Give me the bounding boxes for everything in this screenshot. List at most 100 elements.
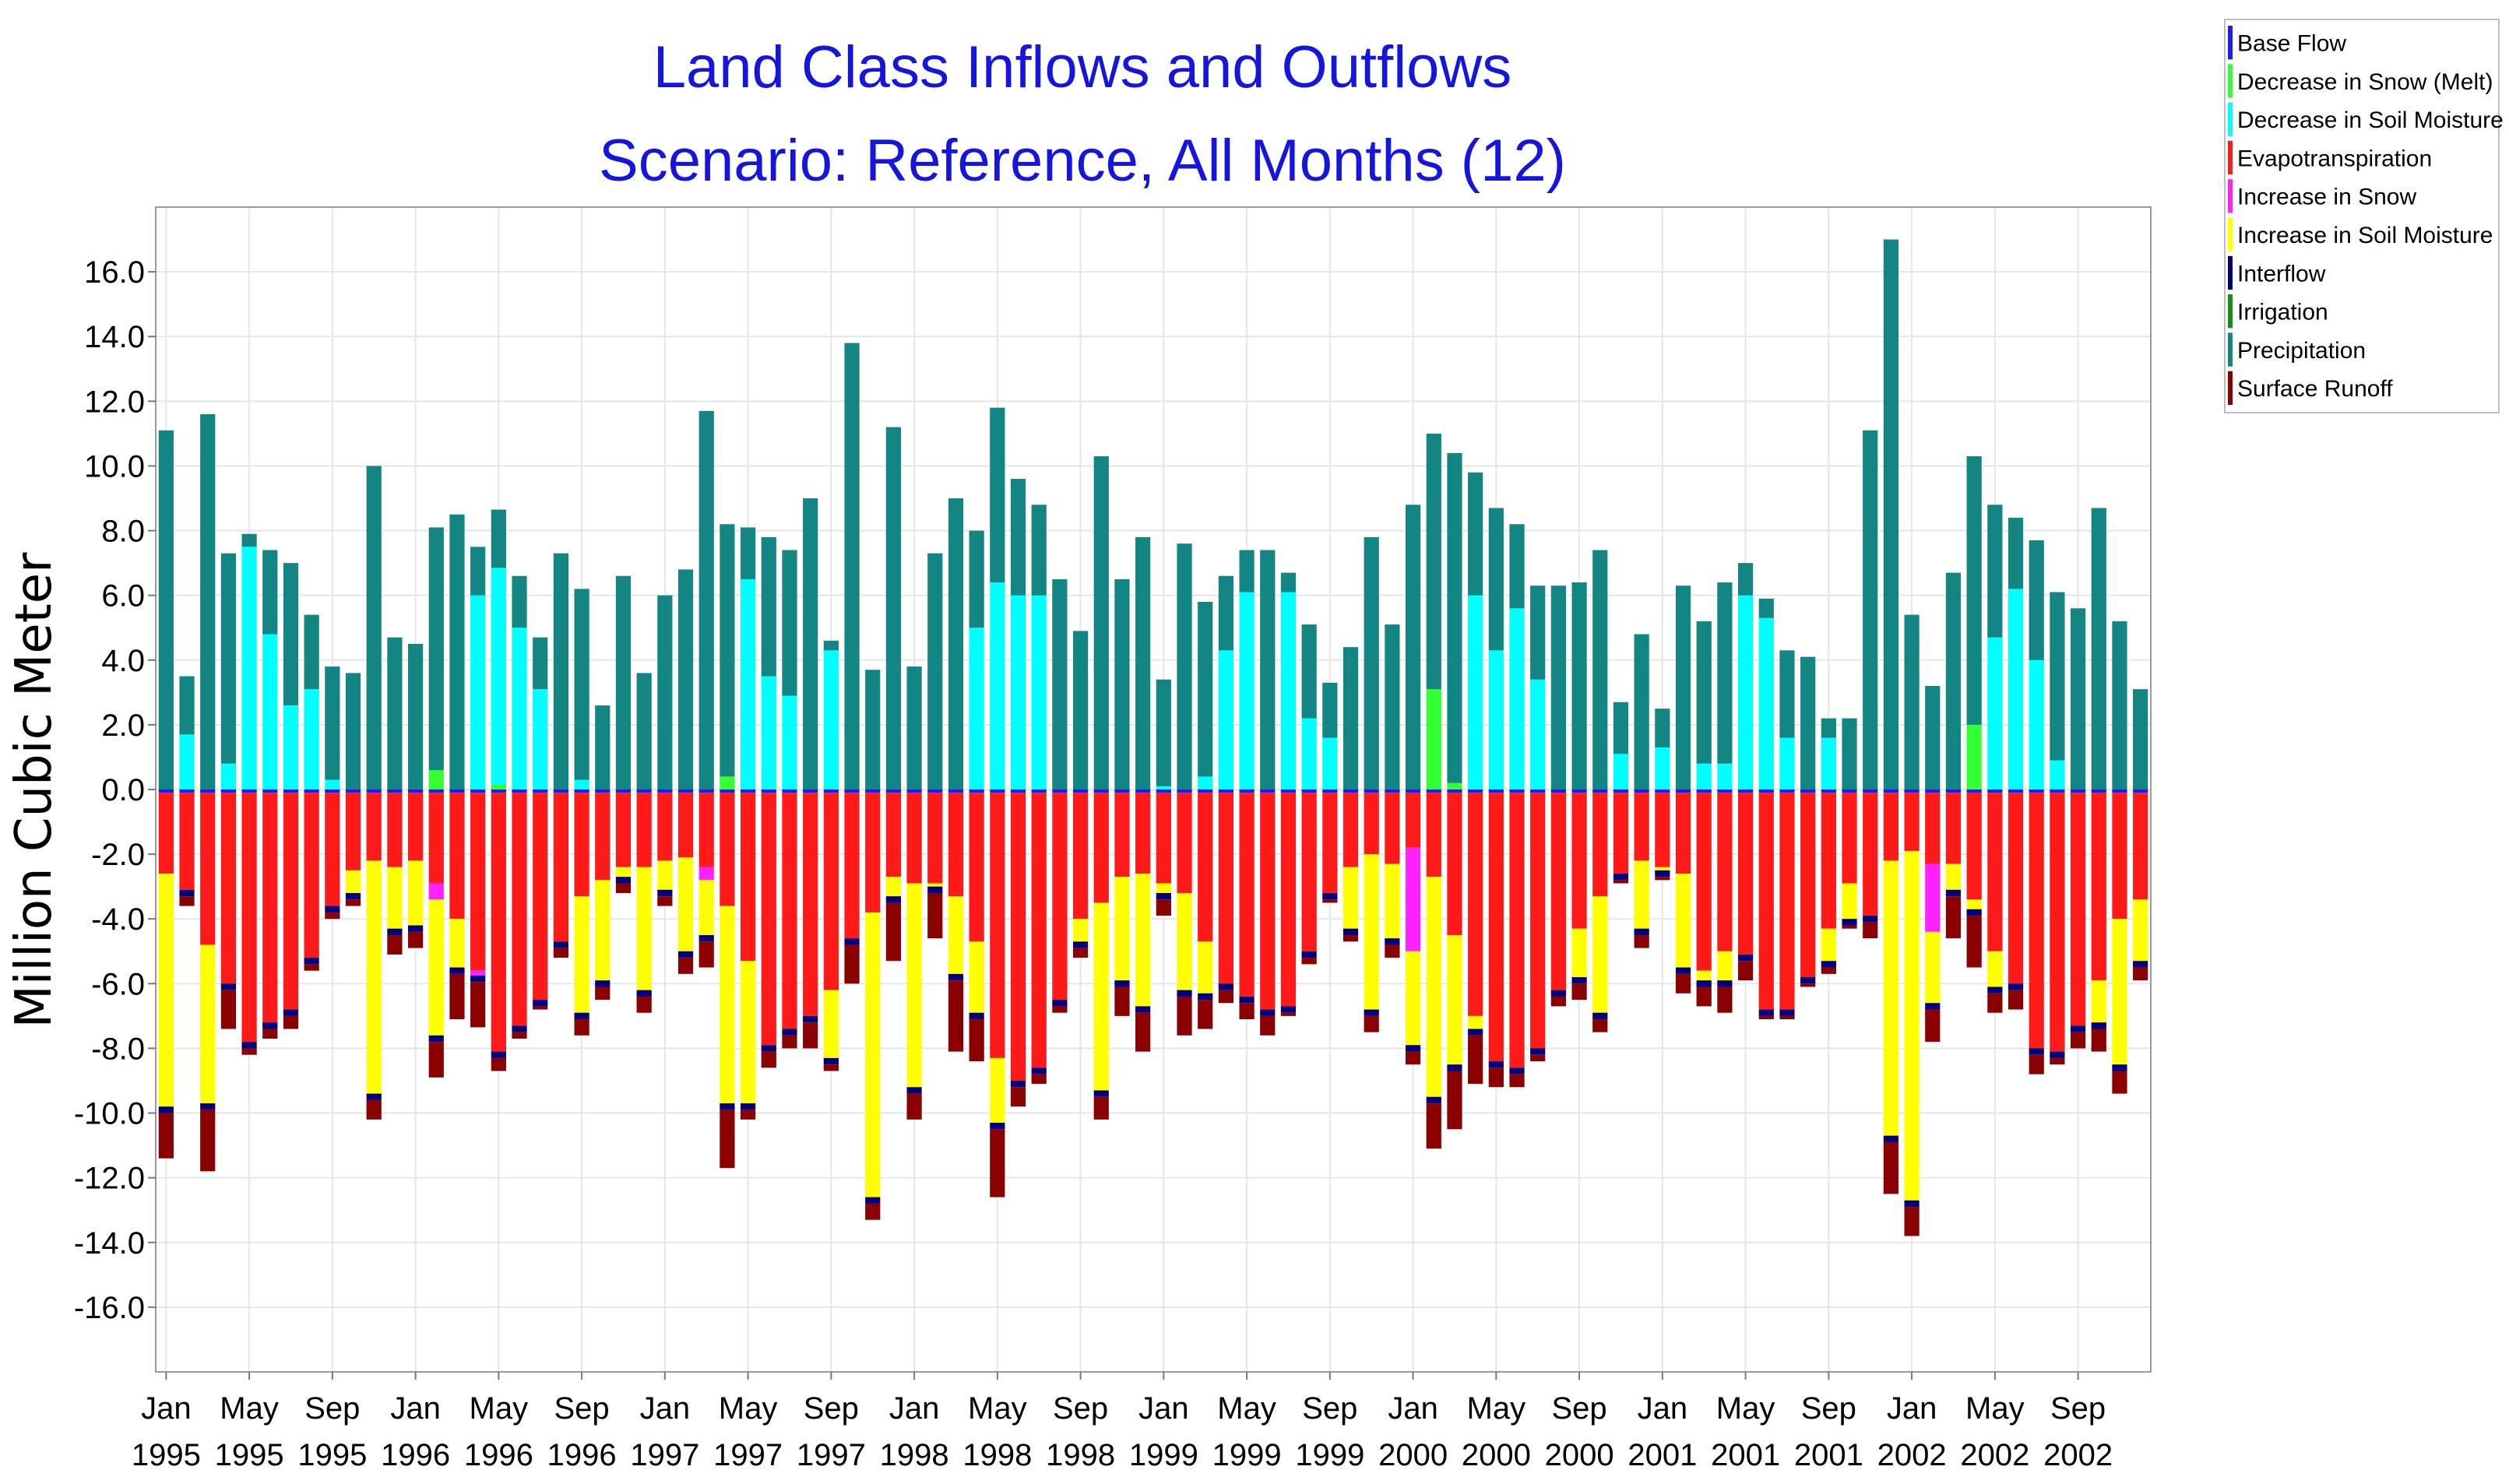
bar-segment: [1800, 983, 1816, 987]
bar-segment: [1530, 789, 1546, 793]
bar-segment: [2133, 689, 2148, 789]
bar-segment: [304, 964, 319, 971]
bar-segment: [740, 578, 756, 789]
bar-segment: [1571, 977, 1587, 984]
bar-segment: [636, 789, 652, 793]
bar-segment: [325, 906, 340, 913]
bar-segment: [345, 870, 361, 893]
bar-segment: [2029, 540, 2044, 660]
bar-segment: [1488, 650, 1504, 789]
bar-segment: [740, 1103, 756, 1110]
bar-segment: [1488, 1067, 1504, 1088]
bar-segment: [1468, 793, 1483, 1016]
bar-segment: [241, 547, 257, 789]
bar-segment: [906, 1093, 922, 1120]
legend-label: Decrease in Snow (Melt): [2237, 69, 2493, 95]
legend-label: Precipitation: [2237, 338, 2366, 364]
bar-segment: [990, 1129, 1005, 1197]
bar-segment: [1655, 789, 1670, 793]
bar-segment: [1758, 598, 1774, 618]
bar-segment: [1198, 993, 1213, 1000]
bar-segment: [1758, 617, 1774, 789]
bar-segment: [1925, 1003, 1941, 1010]
x-tick-year: 2002: [1960, 1438, 2029, 1472]
bar-segment: [512, 1032, 527, 1039]
x-tick-month: May: [470, 1391, 529, 1426]
bar-segment: [885, 902, 902, 962]
chart-subtitle: Scenario: Reference, All Months (12): [599, 128, 1566, 194]
bar-segment: [428, 899, 444, 1036]
bar-segment: [470, 970, 486, 976]
bar-segment: [823, 650, 839, 789]
y-axis: 16.0 14.0 12.0 10.0 8.0 6.0 4.0 2.0 0.0 -2.0 -4.0 -…: [74, 255, 156, 1325]
bar-segment: [220, 990, 237, 1029]
bar-segment: [1322, 899, 1338, 903]
bar-segment: [1737, 563, 1754, 596]
bar-segment: [1696, 980, 1712, 987]
bar-segment: [761, 793, 776, 1046]
bar-segment: [304, 689, 319, 789]
bar-segment: [1385, 789, 1400, 793]
bar-segment: [1198, 776, 1213, 789]
bar-segment: [1385, 944, 1400, 958]
bar-segment: [262, 789, 278, 793]
bar-segment: [803, 1022, 818, 1049]
bar-segment: [2050, 789, 2065, 793]
bar-segment: [803, 793, 818, 1016]
bar-segment: [782, 550, 797, 696]
bar-segment: [1405, 789, 1421, 793]
bar-segment: [1904, 850, 1920, 1201]
bar-segment: [1758, 789, 1774, 793]
bar-segment: [200, 789, 216, 793]
bar-segment: [1198, 941, 1213, 993]
bar-segment: [1468, 595, 1483, 789]
y-axis-label: Million Cubic Meter: [5, 552, 63, 1029]
bar-segment: [927, 789, 943, 793]
bar-segment: [1010, 1087, 1026, 1107]
bar-segment: [2091, 980, 2106, 1023]
bar-segment: [1863, 916, 1878, 923]
bar-segment: [1405, 505, 1421, 789]
bar-segment: [387, 935, 403, 955]
bar-segment: [1052, 1000, 1068, 1007]
bar-segment: [1717, 980, 1733, 987]
bar-segment: [512, 789, 527, 793]
bar-segment: [969, 1012, 984, 1020]
bar-segment: [1426, 433, 1441, 690]
bar-segment: [1218, 983, 1234, 990]
bar-segment: [470, 975, 486, 983]
x-tick-year: 1995: [215, 1438, 284, 1472]
bar-segment: [533, 789, 548, 793]
bar-segment: [1717, 986, 1733, 1013]
bar-segment: [1925, 863, 1941, 932]
bar-segment: [1177, 996, 1192, 1036]
bar-segment: [1634, 634, 1649, 789]
bar-segment: [1675, 973, 1691, 993]
bar-segment: [1114, 578, 1130, 789]
bar-segment: [304, 614, 319, 690]
bar-segment: [1218, 650, 1234, 789]
bar-segment: [677, 857, 694, 951]
bar-segment: [1072, 793, 1089, 920]
bar-segment: [179, 734, 195, 789]
y-tick-label: -8.0: [91, 1032, 145, 1066]
bar-segment: [1842, 789, 1857, 793]
legend-swatch: [2228, 217, 2233, 251]
bar-segment: [387, 789, 403, 793]
bar-segment: [2133, 793, 2148, 900]
bar-segment: [948, 980, 964, 1052]
y-tick-label: 16.0: [84, 255, 145, 290]
bar-segment: [325, 789, 340, 793]
bar-segment: [1737, 954, 1754, 962]
y-tick-label: -4.0: [91, 902, 145, 937]
bar-segment: [761, 536, 776, 677]
bar-segment: [1675, 789, 1691, 793]
x-tick-year: 1997: [713, 1438, 783, 1472]
bar-segment: [1571, 582, 1587, 789]
bar-segment: [241, 789, 257, 793]
bar-segment: [720, 789, 735, 793]
bar-segment: [720, 524, 735, 777]
bar-segment: [1509, 608, 1525, 789]
bar-segment: [1010, 1081, 1026, 1088]
bar-segment: [1509, 793, 1525, 1068]
